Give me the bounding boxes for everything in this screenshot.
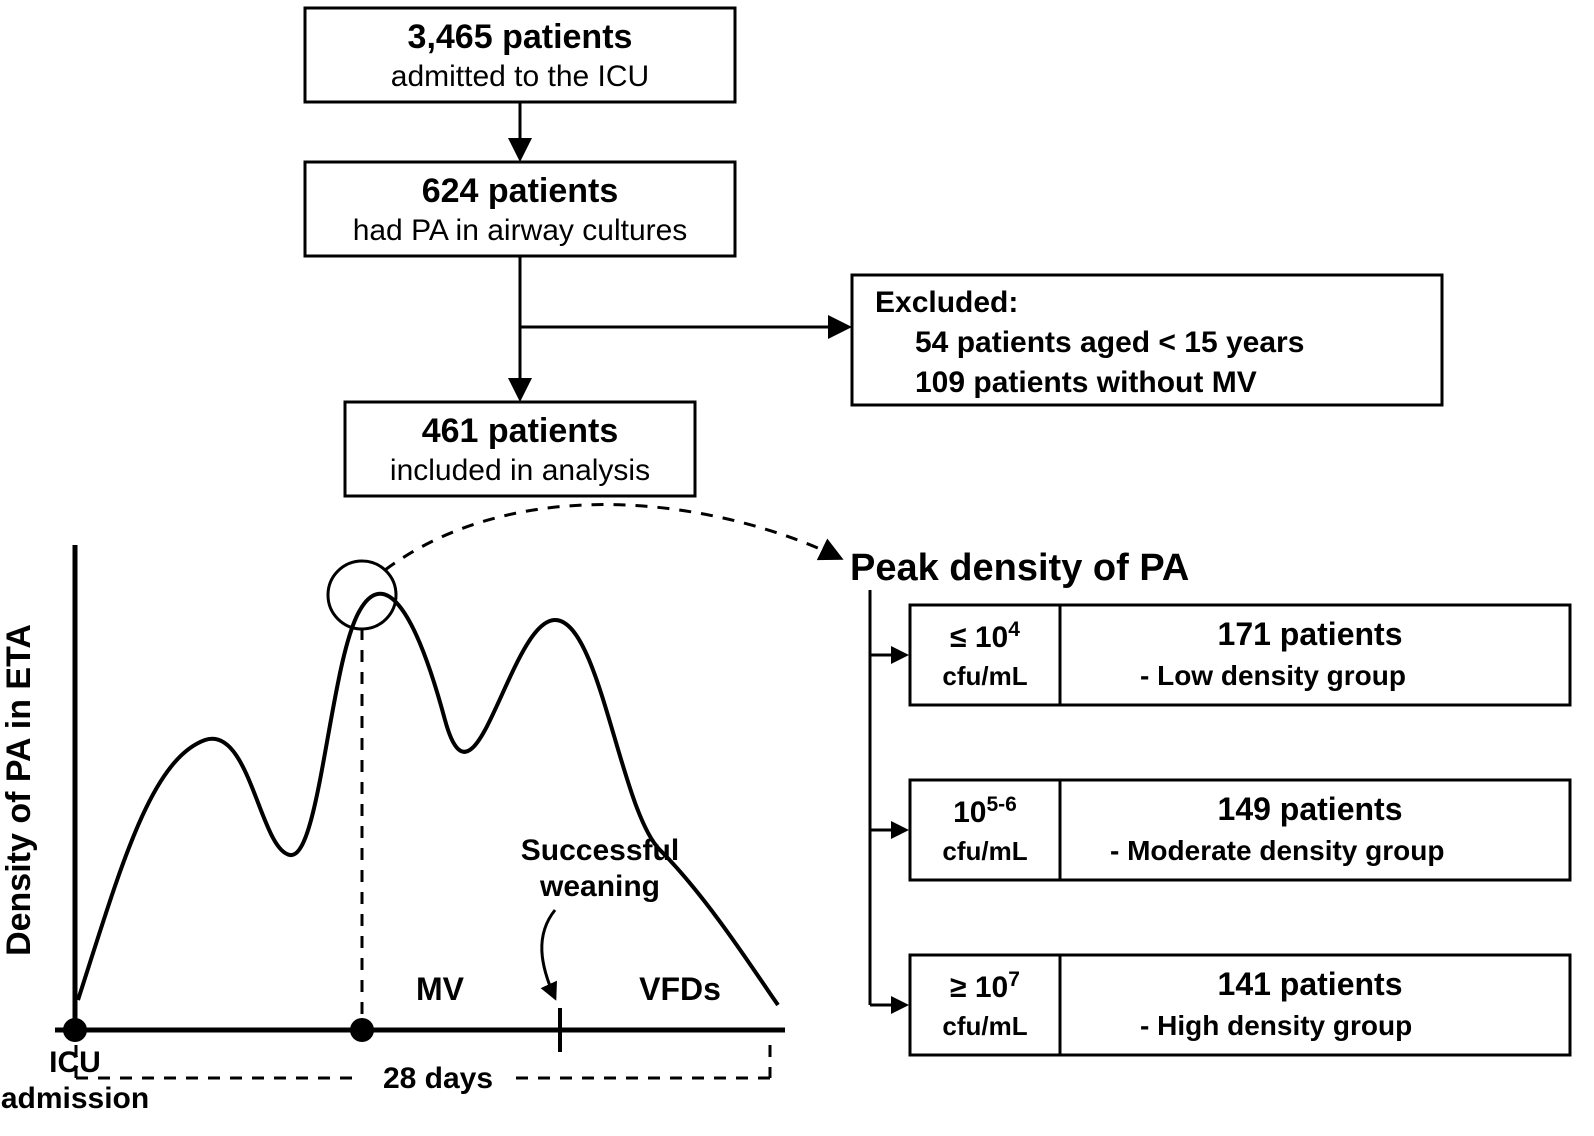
peak-title: Peak density of PA	[850, 547, 1189, 589]
group-connectors	[870, 590, 906, 1005]
group-high: ≥ 107 cfu/mL 141 patients - High density…	[910, 955, 1570, 1055]
x-admission: admission	[1, 1082, 149, 1115]
high-name: - High density group	[1140, 1010, 1412, 1041]
box3-title: 461 patients	[422, 412, 619, 450]
group-low: ≤ 104 cfu/mL 171 patients - Low density …	[910, 605, 1570, 705]
icu-dot	[63, 1018, 87, 1042]
density-curve	[78, 594, 778, 1005]
box2-title: 624 patients	[422, 172, 619, 210]
mod-name: - Moderate density group	[1110, 835, 1444, 866]
flow-box-2: 624 patients had PA in airway cultures	[305, 162, 735, 256]
group-moderate: 105-6 cfu/mL 149 patients - Moderate den…	[910, 780, 1570, 880]
flow-box-1: 3,465 patients admitted to the ICU	[305, 8, 735, 102]
x-28days: 28 days	[383, 1062, 493, 1095]
weaning-arrow	[542, 910, 555, 998]
low-unit: cfu/mL	[942, 661, 1027, 691]
excluded-l2: 109 patients without MV	[915, 366, 1257, 399]
high-unit: cfu/mL	[942, 1011, 1027, 1041]
box2-sub: had PA in airway cultures	[353, 214, 688, 247]
mod-unit: cfu/mL	[942, 836, 1027, 866]
weaning-l2: weaning	[539, 870, 660, 903]
high-n: 141 patients	[1218, 966, 1403, 1002]
weaning-l1: Successful	[521, 834, 679, 867]
box1-title: 3,465 patients	[408, 18, 633, 56]
mod-n: 149 patients	[1218, 791, 1403, 827]
low-name: - Low density group	[1140, 660, 1406, 691]
x-vfds: VFDs	[639, 971, 721, 1007]
peak-dashed-arc	[385, 505, 840, 570]
x-mv: MV	[416, 971, 465, 1007]
box1-sub: admitted to the ICU	[391, 60, 649, 93]
peak-dot	[350, 1018, 374, 1042]
box3-sub: included in analysis	[390, 454, 650, 487]
excluded-l1: 54 patients aged < 15 years	[915, 326, 1304, 359]
low-n: 171 patients	[1218, 616, 1403, 652]
y-axis-label: Density of PA in ETA	[0, 624, 38, 956]
density-chart: Density of PA in ETA ICU admission 28 da…	[0, 505, 840, 1115]
flow-box-3: 461 patients included in analysis	[345, 402, 695, 496]
excluded-title: Excluded:	[875, 286, 1018, 319]
excluded-box: Excluded: 54 patients aged < 15 years 10…	[852, 275, 1442, 405]
